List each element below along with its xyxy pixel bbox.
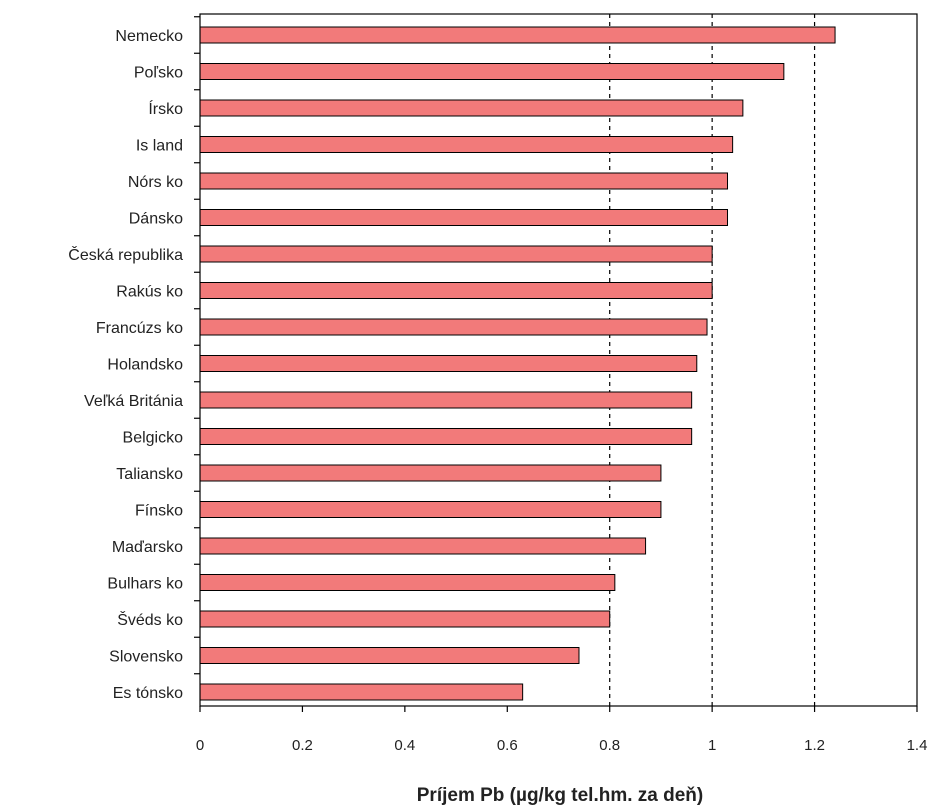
category-label: Fínsko (135, 503, 183, 520)
bar (199, 282, 713, 299)
bar (199, 136, 734, 153)
category-label: Maďarsko (112, 539, 183, 556)
x-tick-label: 0.2 (292, 737, 313, 754)
bar (199, 501, 662, 518)
x-tick-label: 1.4 (907, 737, 928, 754)
x-tick-label: 0 (196, 737, 204, 754)
category-label: Dánsko (129, 211, 183, 228)
category-label: Bulhars ko (107, 576, 183, 593)
bar (199, 391, 693, 409)
bars (199, 26, 836, 701)
category-label: Es tónsko (113, 685, 183, 702)
bar (199, 99, 744, 117)
bar (199, 574, 616, 591)
bar (199, 172, 729, 190)
bar (199, 464, 662, 482)
bar (199, 26, 836, 44)
bar (199, 428, 693, 445)
bar (199, 647, 580, 664)
category-label: Is land (136, 138, 183, 155)
x-tick-label: 0.4 (394, 737, 415, 754)
x-axis-title: Príjem Pb (µg/kg tel.hm. za deň) (417, 785, 704, 806)
category-label: Švéds ko (117, 610, 183, 629)
bar (199, 63, 785, 80)
bar (199, 610, 611, 628)
category-labels: Nemecko Poľsko Írsko Is land Nórs ko Dánsko Če… (68, 28, 183, 702)
category-label: Slovensko (109, 649, 183, 666)
x-tick-label: 1 (708, 737, 716, 754)
category-label: Česká republika (68, 245, 183, 264)
bar (199, 209, 729, 226)
category-label: Taliansko (116, 466, 183, 483)
category-label: Francúzs ko (96, 320, 183, 337)
category-label: Rakús ko (116, 284, 183, 301)
category-label: Poľsko (134, 65, 183, 82)
category-label: Nemecko (115, 28, 183, 45)
bar (199, 318, 708, 336)
category-label: Holandsko (107, 357, 183, 374)
category-label: Veľká Británia (84, 393, 183, 410)
axis-ticks (194, 16, 918, 712)
bar (199, 537, 647, 555)
plot-frame (199, 13, 918, 707)
bar (199, 355, 698, 372)
bar (199, 683, 524, 701)
bar (199, 245, 713, 263)
category-label: Belgicko (123, 430, 184, 447)
x-tick-label: 0.8 (599, 737, 620, 754)
category-label: Nórs ko (128, 174, 183, 191)
category-label: Írsko (148, 99, 183, 118)
x-tick-label: 1.2 (804, 737, 825, 754)
x-tick-label: 0.6 (497, 737, 518, 754)
x-tick-labels: 0 0.2 0.4 0.6 0.8 1 1.2 1.4 (196, 737, 928, 754)
